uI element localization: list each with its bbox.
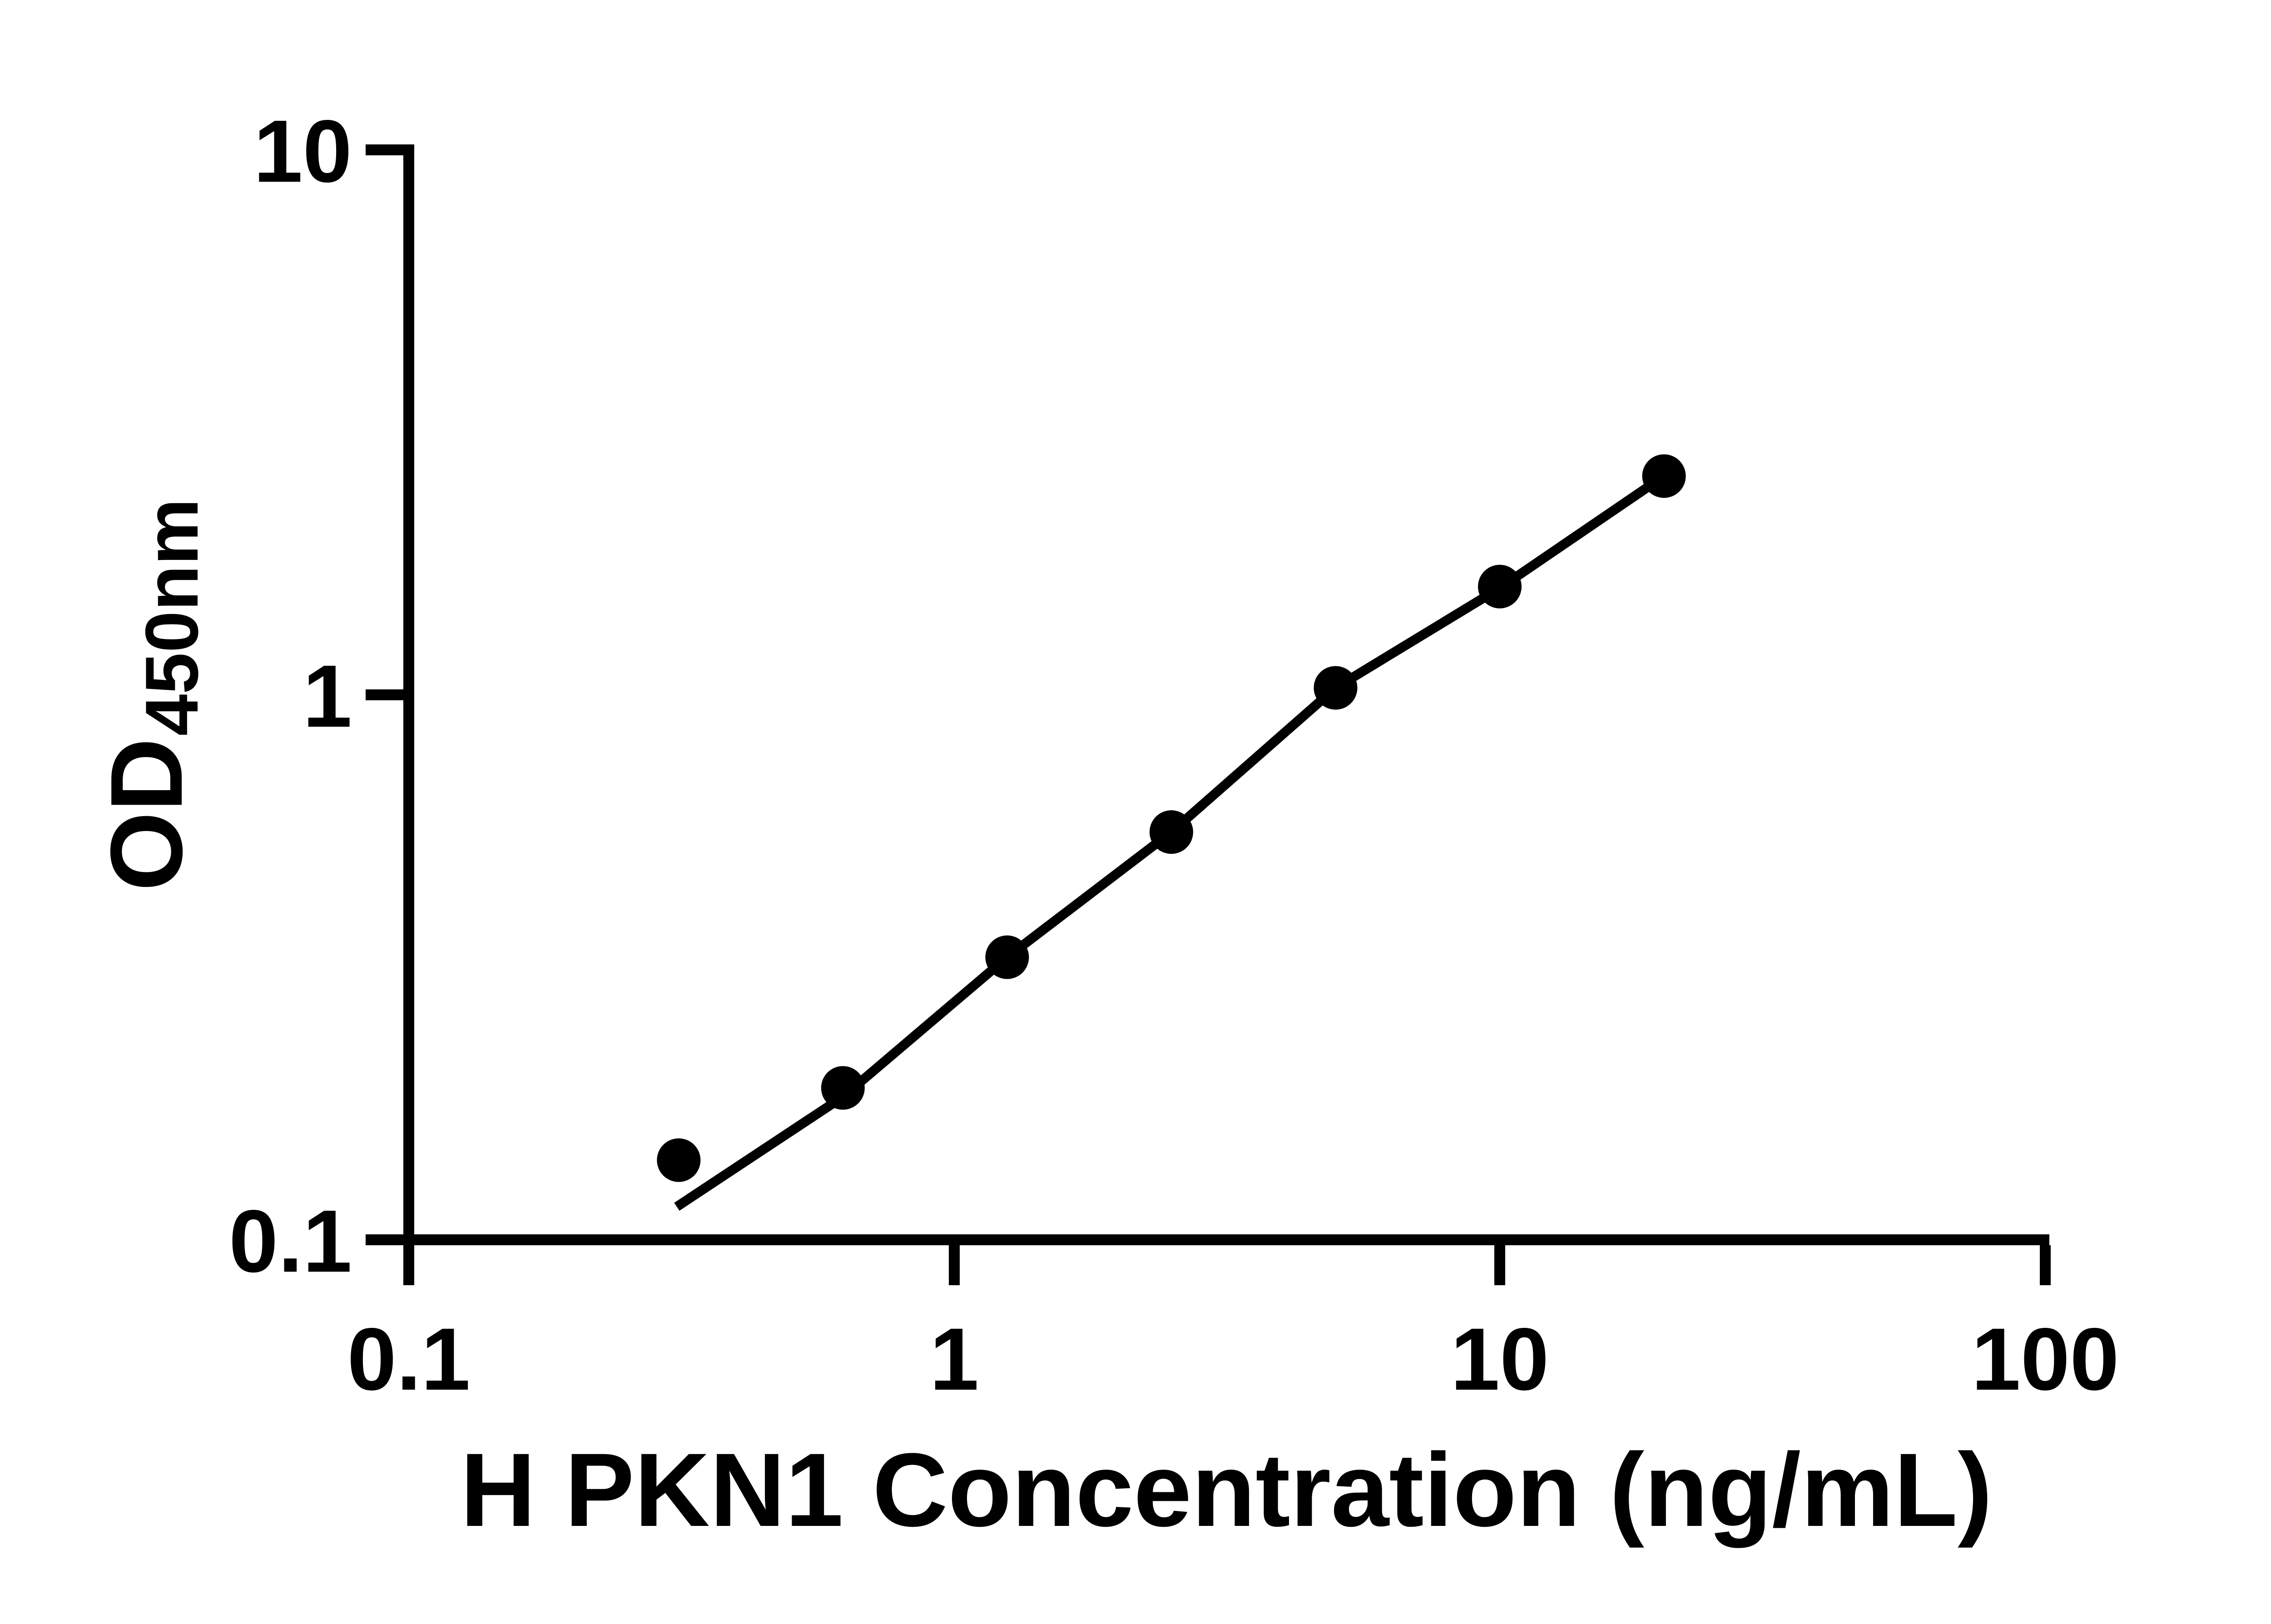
y-axis-title-main: OD <box>89 738 203 891</box>
data-point <box>821 1066 865 1110</box>
tick-labels: 0.1 1 10 100 10 1 0.1 <box>229 102 2119 1409</box>
axes <box>403 144 2049 1245</box>
y-tick-label: 1 <box>303 647 352 746</box>
y-tick-label: 0.1 <box>229 1192 352 1291</box>
data-point <box>1478 564 1522 609</box>
x-axis-title: H PKN1 Concentration (ng/mL) <box>460 1431 1992 1548</box>
x-tick-label: 100 <box>1971 1310 2119 1409</box>
x-tick-label: 0.1 <box>347 1310 470 1409</box>
tick-marks <box>366 144 2051 1285</box>
data-point <box>657 1138 701 1182</box>
y-tick-label: 10 <box>253 102 352 201</box>
data-point <box>985 935 1029 979</box>
data-point <box>1149 810 1193 854</box>
y-axis-title-subscript: 450nm <box>130 499 213 736</box>
data-point <box>1642 454 1686 498</box>
x-tick-label: 10 <box>1451 1310 1549 1409</box>
data-point <box>1314 666 1358 710</box>
y-axis-title: OD 450nm <box>89 499 213 891</box>
x-tick-label: 1 <box>930 1310 979 1409</box>
data-series <box>657 454 1686 1211</box>
